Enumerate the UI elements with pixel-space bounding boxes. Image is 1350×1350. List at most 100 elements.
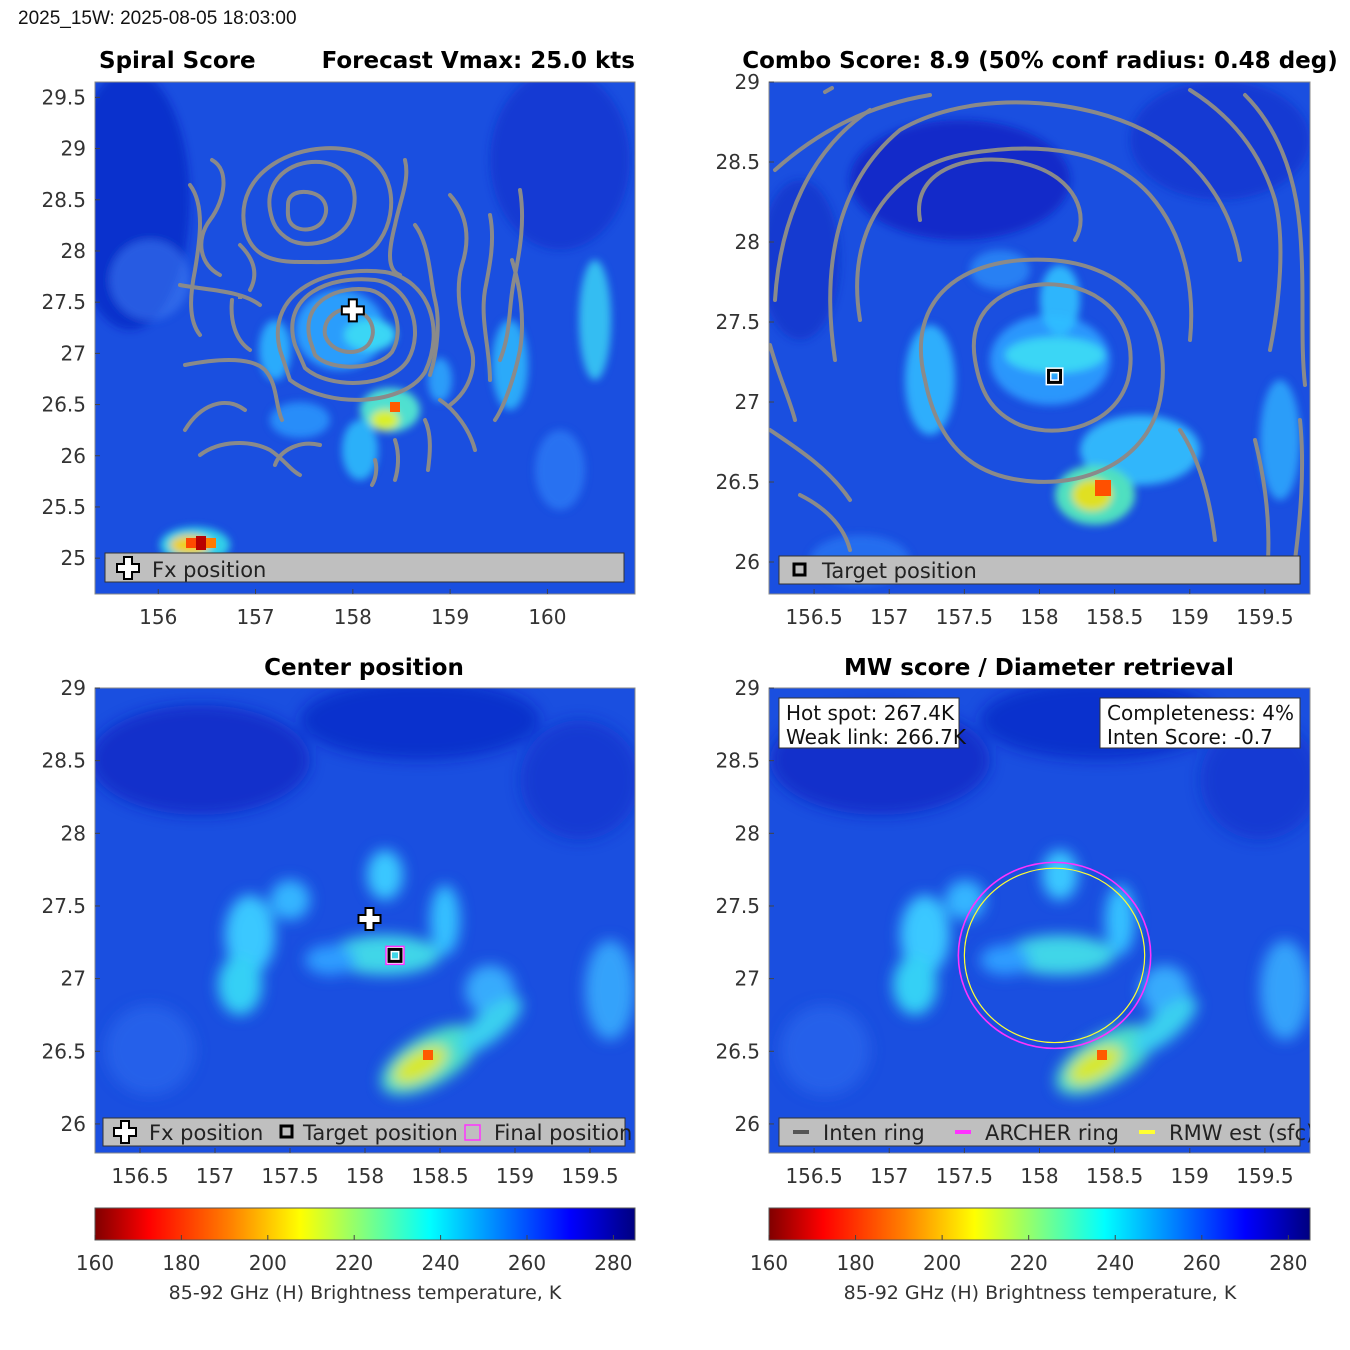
colorbar-right-label: 85-92 GHz (H) Brightness temperature, K: [844, 1282, 1237, 1304]
combo-heatmap: [769, 82, 1310, 594]
center-legend-fx-label: Fx position: [149, 1121, 263, 1145]
spiral-legend-fx-label: Fx position: [152, 558, 266, 582]
center-ytick-label: 26: [61, 1112, 86, 1136]
spiral-ytick-label: 28: [61, 239, 86, 263]
colorbar-right-tick-label: 220: [1010, 1251, 1048, 1275]
spiral-ytick-label: 25: [61, 546, 86, 570]
spiral-xtick-label: 158: [334, 605, 372, 629]
combo-xtick-label: 158: [1020, 605, 1058, 629]
spiral-ytick-label: 29.5: [41, 85, 86, 109]
center-legend-final-icon: [464, 1124, 481, 1141]
combo-ytick-label: 29: [735, 70, 760, 94]
combo-ytick-label: 28: [735, 230, 760, 254]
combo-xtick-label: 156.5: [785, 605, 842, 629]
colorbar-right-tick-label: 240: [1096, 1251, 1134, 1275]
center-legend-final-label: Final position: [494, 1121, 632, 1145]
mw-ytick-label: 28.5: [715, 749, 760, 773]
mw-xtick-label: 159: [1171, 1164, 1209, 1188]
center-xtick-label: 159: [496, 1164, 534, 1188]
center-legend-target-label: Target position: [302, 1121, 458, 1145]
combo-ytick-label: 28.5: [715, 150, 760, 174]
mw-xtick-label: 157.5: [936, 1164, 993, 1188]
mw-xtick-label: 159.5: [1236, 1164, 1293, 1188]
combo-ytick-label: 27.5: [715, 310, 760, 334]
center-xtick-label: 158: [346, 1164, 384, 1188]
center-xtick-label: 158.5: [411, 1164, 468, 1188]
center-fx-position-marker: [357, 907, 382, 932]
colorbar-left-gradient: [94, 1207, 636, 1241]
center-legend-target-icon: [279, 1124, 294, 1139]
spiral-ytick-label: 27.5: [41, 290, 86, 314]
combo-xtick-label: 157.5: [936, 605, 993, 629]
archer-ring: [957, 861, 1152, 1050]
center-legend-fx-icon: [113, 1120, 137, 1144]
mw-ytick-label: 27.5: [715, 894, 760, 918]
colorbar-right-tick-label: 180: [836, 1251, 874, 1275]
center-panel: 156.5 157 157.5 158 158.5 159 159.5 26 26.5 27 27.…: [41, 655, 636, 1188]
mw-legend: [778, 1117, 1301, 1147]
combo-xtick-label: 159.5: [1236, 605, 1293, 629]
center-ytick-label: 27: [61, 967, 86, 991]
spiral-xtick-label: 159: [431, 605, 469, 629]
spiral-ytick-label: 26.5: [41, 393, 86, 417]
completeness-text: Completeness: 4%: [1107, 701, 1294, 725]
combo-legend-target-icon: [792, 562, 807, 577]
colorbar-left-tick-label: 240: [422, 1251, 460, 1275]
combo-ytick-label: 26: [735, 550, 760, 574]
mw-xtick-label: 158.5: [1086, 1164, 1143, 1188]
mw-heatmap: [769, 688, 1310, 1153]
spiral-ytick-label: 29: [61, 137, 86, 161]
combo-xtick-label: 159: [1171, 605, 1209, 629]
combo-legend-target-label: Target position: [821, 559, 977, 583]
inten-score-text: Inten Score: -0.7: [1107, 725, 1273, 749]
combo-legend: [778, 555, 1301, 585]
spiral-xtick-label: 157: [236, 605, 274, 629]
mw-info-right-box: [1099, 697, 1301, 749]
weak-link-text: Weak link: 266.7K: [786, 725, 967, 749]
combo-xtick-label: 157: [870, 605, 908, 629]
rmw-ring: [963, 867, 1146, 1044]
colorbar-left-tick-label: 180: [162, 1251, 200, 1275]
combo-ytick-label: 26.5: [715, 470, 760, 494]
mw-legend-rmw-label: RMW est (sfc): [1169, 1121, 1314, 1145]
center-xtick-label: 157: [196, 1164, 234, 1188]
combo-ytick-label: 27: [735, 390, 760, 414]
colorbar-right-gradient: [768, 1207, 1311, 1241]
colorbar-left-tick-label: 200: [249, 1251, 287, 1275]
colorbar-right-tick-label: 200: [923, 1251, 961, 1275]
mw-ytick-label: 28: [735, 821, 760, 845]
center-ytick-label: 28: [61, 821, 86, 845]
spiral-vmax-title: Forecast Vmax: 25.0 kts: [322, 48, 635, 74]
center-final-marker: [385, 945, 405, 966]
colorbar-right-tick-label: 160: [750, 1251, 788, 1275]
spiral-title: Spiral Score: [99, 48, 256, 74]
colorbar-left-label: 85-92 GHz (H) Brightness temperature, K: [169, 1282, 562, 1304]
spiral-fx-position-marker: [340, 298, 365, 323]
colorbar-left-tick-label: 260: [508, 1251, 546, 1275]
spiral-ytick-label: 28.5: [41, 188, 86, 212]
spiral-xtick-label: 160: [528, 605, 566, 629]
spiral-legend-fx-icon: [116, 556, 140, 580]
combo-panel: 156.5 157 157.5 158 158.5 159 159.5 26 26.5 27 27.…: [715, 48, 1337, 629]
figure-header: 2025_15W: 2025-08-05 18:03:00: [18, 8, 297, 29]
colorbar-right-tick-label: 280: [1269, 1251, 1307, 1275]
colorbar-left-tick-label: 220: [335, 1251, 373, 1275]
spiral-heatmap: [95, 82, 635, 594]
mw-ytick-label: 26: [735, 1112, 760, 1136]
mw-info-left-box: [778, 697, 960, 749]
colorbar-right-tick-label: 260: [1183, 1251, 1221, 1275]
colorbar-left-tick-label: 160: [76, 1251, 114, 1275]
center-ytick-label: 28.5: [41, 749, 86, 773]
mw-legend-inten-label: Inten ring: [823, 1121, 925, 1145]
mw-ytick-label: 27: [735, 967, 760, 991]
center-xtick-label: 156.5: [111, 1164, 168, 1188]
combo-xtick-label: 158.5: [1086, 605, 1143, 629]
center-xtick-label: 159.5: [561, 1164, 618, 1188]
spiral-xtick-label: 156: [139, 605, 177, 629]
center-legend: [102, 1117, 626, 1147]
combo-title: Combo Score: 8.9 (50% conf radius: 0.48 …: [742, 48, 1337, 74]
mw-xtick-label: 157: [870, 1164, 908, 1188]
center-title: Center position: [264, 655, 464, 681]
mw-ytick-label: 29: [735, 676, 760, 700]
